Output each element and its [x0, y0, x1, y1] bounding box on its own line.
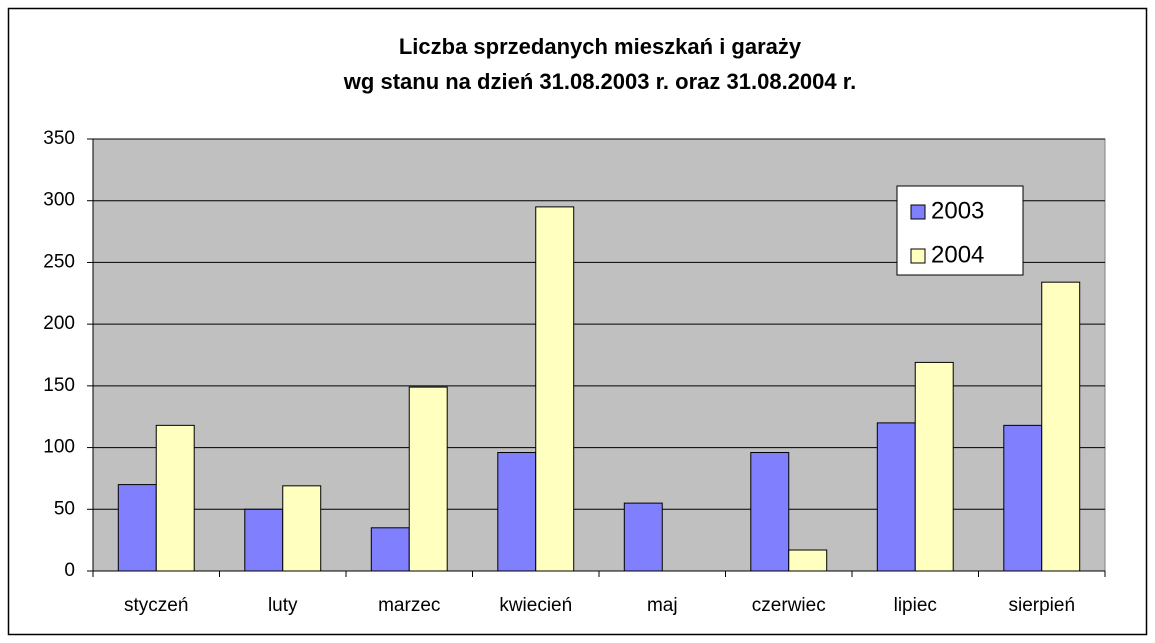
x-tick-label: sierpień	[1008, 595, 1075, 616]
legend-label: 2003	[931, 197, 984, 224]
bar	[1041, 281, 1081, 572]
bar	[282, 485, 322, 572]
y-tick-label: 100	[43, 437, 75, 458]
chart-title: wg stanu na dzień 31.08.2003 r. oraz 31.…	[343, 69, 856, 94]
x-tick-label: marzec	[378, 595, 440, 616]
y-tick-label: 250	[43, 251, 75, 272]
bar	[750, 452, 790, 572]
y-tick-label: 200	[43, 313, 75, 334]
legend-label: 2004	[931, 241, 984, 268]
bar	[788, 549, 828, 572]
bar	[117, 484, 157, 572]
bar	[408, 386, 448, 572]
bar	[1003, 424, 1043, 572]
bar	[623, 502, 663, 572]
x-tick-label: kwiecień	[499, 595, 572, 616]
y-tick-label: 150	[43, 375, 75, 396]
legend-swatch	[910, 204, 926, 220]
y-tick-label: 50	[54, 498, 75, 519]
bar	[244, 508, 284, 572]
y-tick-label: 300	[43, 190, 75, 211]
chart-title: Liczba sprzedanych mieszkań i garaży	[399, 34, 802, 59]
bar	[535, 206, 575, 572]
x-tick-label: czerwiec	[752, 595, 826, 616]
x-tick-label: lipiec	[894, 595, 937, 616]
bar	[914, 361, 954, 572]
y-tick-label: 0	[64, 560, 75, 581]
bar	[155, 424, 195, 572]
bar	[497, 452, 537, 572]
y-tick-label: 350	[43, 128, 75, 149]
x-tick-label: styczeń	[124, 595, 188, 616]
x-tick-label: luty	[268, 595, 298, 616]
legend-swatch	[910, 248, 926, 264]
bar	[876, 422, 916, 572]
bar	[370, 527, 410, 572]
x-tick-label: maj	[647, 595, 678, 616]
